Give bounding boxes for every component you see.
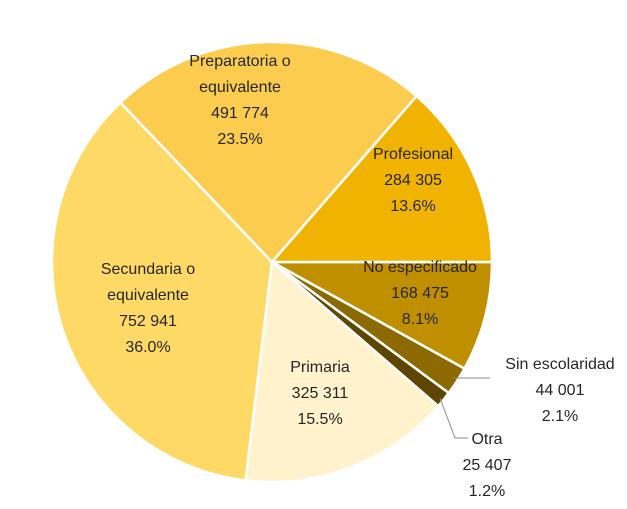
slice-label: Otra bbox=[471, 431, 502, 448]
pie-slice bbox=[118, 40, 419, 264]
slice-percent: 23.5% bbox=[217, 131, 262, 148]
slice-label: Sin escolaridad bbox=[505, 356, 614, 373]
slice-percent: 15.5% bbox=[297, 411, 342, 428]
pie-slice bbox=[50, 100, 274, 482]
slice-label: equivalente bbox=[107, 287, 189, 304]
pie-slice bbox=[269, 94, 494, 264]
slice-percent: 1.2% bbox=[469, 483, 505, 500]
slice-value: 44 001 bbox=[536, 382, 585, 399]
slice-label: Secundaria o bbox=[101, 261, 195, 278]
slice-label: No especificado bbox=[363, 259, 477, 276]
slice-value: 752 941 bbox=[119, 313, 177, 330]
slice-percent: 36.0% bbox=[125, 339, 170, 356]
slice-percent: 13.6% bbox=[390, 198, 435, 215]
slice-label: Preparatoria o bbox=[189, 53, 290, 70]
pie-slice bbox=[267, 260, 494, 371]
slice-percent: 2.1% bbox=[542, 408, 578, 425]
slice-value: 25 407 bbox=[463, 457, 512, 474]
slice-value: 325 311 bbox=[292, 385, 349, 402]
slice-value: 284 305 bbox=[384, 172, 442, 189]
slice-label: Profesional bbox=[373, 146, 453, 163]
leader-line bbox=[439, 397, 468, 439]
slice-label: equivalente bbox=[199, 79, 281, 96]
slice-value: 491 774 bbox=[211, 105, 269, 122]
pie-slice bbox=[244, 259, 440, 484]
slice-label: Primaria bbox=[290, 359, 350, 376]
slice-value: 168 475 bbox=[391, 285, 449, 302]
slice-percent: 8.1% bbox=[402, 311, 438, 328]
